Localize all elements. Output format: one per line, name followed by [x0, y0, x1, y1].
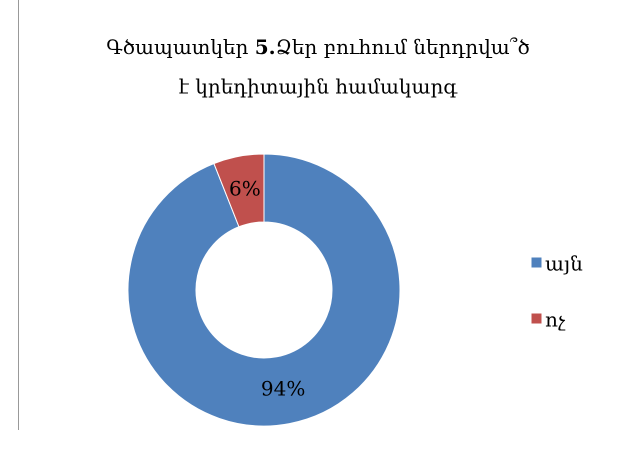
title-part: Գծապատկեր [106, 35, 255, 59]
title-number: 5. [255, 35, 276, 59]
legend-swatch [530, 256, 543, 269]
donut-slice [127, 153, 401, 427]
legend-label: ոչ [545, 308, 566, 332]
donut-slice [213, 153, 265, 228]
data-label: 94% [261, 377, 305, 401]
data-label: 6% [229, 176, 261, 200]
title-part: Ձեր բուհում ներդրվա՞ծ [276, 35, 530, 59]
chart-title: Գծապատկեր 5.Ձեր բուհում ներդրվա՞ծ [106, 35, 530, 59]
legend-swatch [530, 312, 543, 325]
legend-label: այն [545, 252, 583, 276]
chart-title-line: է կրեդիտային համակարգ [179, 75, 459, 99]
